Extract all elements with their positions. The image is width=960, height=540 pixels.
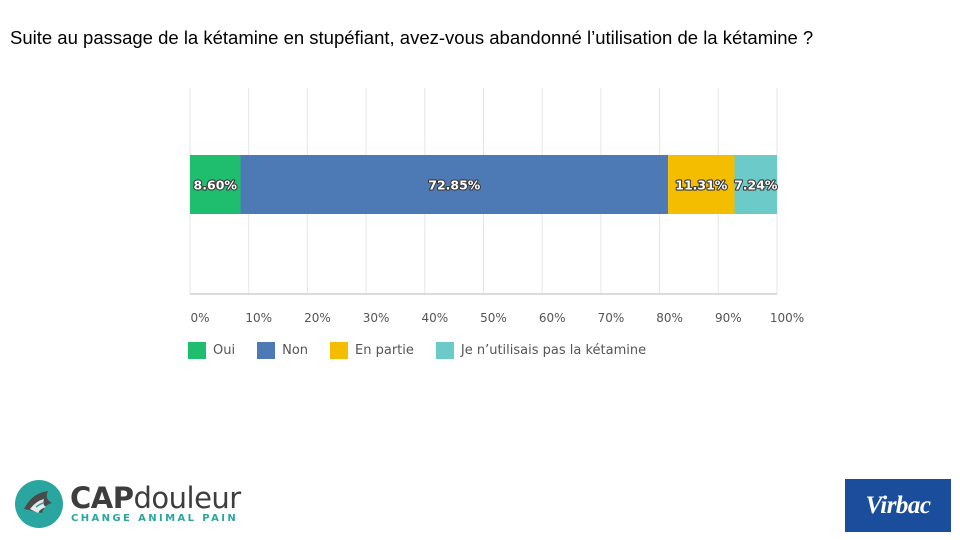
bar-segment	[240, 155, 669, 214]
data-label: 7.24%	[734, 178, 778, 193]
x-tick-label: 100%	[770, 311, 804, 325]
legend-item: En partie	[330, 341, 414, 359]
chart-legend: Oui Non En partie Je n’utilisais pas la két…	[188, 341, 668, 359]
legend-swatch	[188, 341, 206, 359]
bar-segment	[734, 155, 777, 214]
virbac-wordmark: Virbac	[865, 491, 931, 519]
legend-swatch	[330, 341, 349, 359]
legend-item: Je n’utilisais pas la kétamine	[435, 341, 647, 359]
x-tick-label: 20%	[304, 311, 331, 325]
data-label: 8.60%	[194, 178, 238, 193]
capdouleur-emblem-icon	[15, 480, 63, 528]
x-tick-label: 40%	[421, 311, 448, 325]
slide-title: Suite au passage de la kétamine en stupé…	[10, 27, 814, 48]
legend-label: Non	[282, 342, 309, 358]
x-tick-label: 60%	[539, 311, 566, 325]
legend-item: Non	[257, 341, 309, 359]
legend-label: Je n’utilisais pas la kétamine	[460, 342, 647, 358]
legend-swatch	[435, 341, 454, 359]
x-tick-label: 0%	[190, 311, 209, 325]
legend-item: Oui	[188, 341, 236, 359]
x-tick-label: 50%	[480, 311, 507, 325]
x-tick-label: 30%	[363, 311, 390, 325]
virbac-logo: Virbac	[845, 479, 951, 532]
legend-label: En partie	[355, 342, 414, 358]
capdouleur-logo: CAPdouleur CHANGE ANIMAL PAIN	[14, 479, 244, 531]
capdouleur-tagline: CHANGE ANIMAL PAIN	[71, 513, 239, 524]
bar-segment	[668, 155, 735, 214]
x-tick-label: 80%	[656, 311, 683, 325]
x-tick-label: 70%	[598, 311, 625, 325]
data-label: 11.31%	[675, 178, 728, 193]
x-tick-label: 10%	[245, 311, 272, 325]
legend-swatch	[257, 341, 276, 359]
x-tick-label: 90%	[715, 311, 742, 325]
bar-segment	[190, 155, 241, 214]
legend-label: Oui	[213, 342, 236, 358]
data-label: 72.85%	[428, 178, 481, 193]
capdouleur-wordmark: CAPdouleur	[70, 481, 241, 515]
